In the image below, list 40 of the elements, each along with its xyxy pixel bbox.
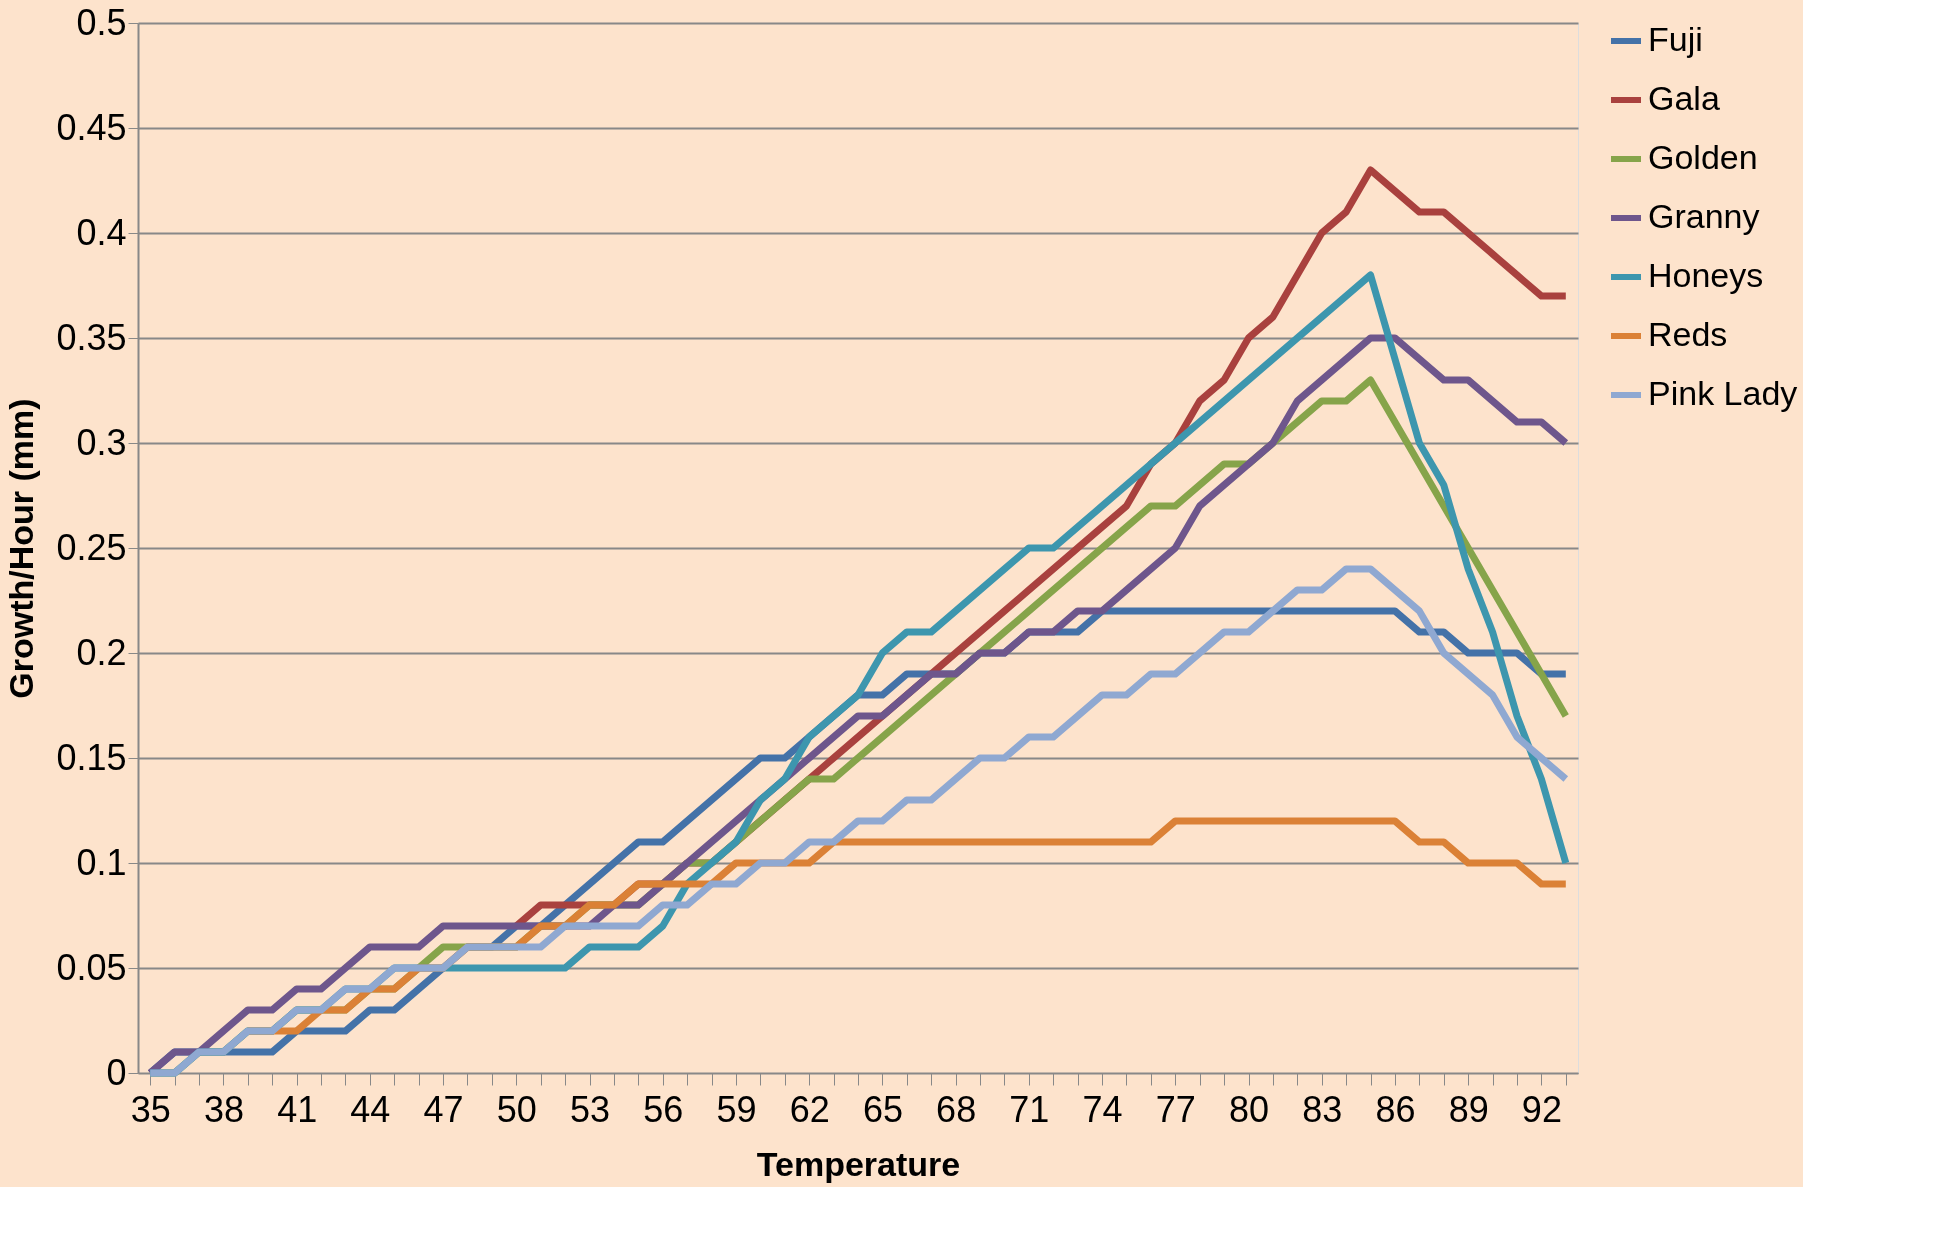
y-tick-label: 0.2 bbox=[76, 631, 127, 673]
legend-label: Reds bbox=[1648, 315, 1728, 353]
x-tick-label: 41 bbox=[277, 1088, 318, 1130]
x-tick-label: 38 bbox=[203, 1088, 244, 1130]
y-axis-title: Growth/Hour (mm) bbox=[2, 398, 41, 699]
x-tick-label: 65 bbox=[862, 1088, 903, 1130]
x-axis-title: Temperature bbox=[756, 1144, 961, 1183]
y-tick-label: 0 bbox=[106, 1051, 127, 1093]
x-tick-label: 53 bbox=[570, 1088, 611, 1130]
y-tick-label: 0.15 bbox=[56, 736, 127, 778]
legend-label: Honeys bbox=[1648, 256, 1764, 294]
x-tick-label: 44 bbox=[350, 1088, 391, 1130]
y-tick-label: 0.05 bbox=[56, 946, 127, 988]
x-tick-label: 74 bbox=[1082, 1088, 1123, 1130]
y-tick-label: 0.25 bbox=[56, 526, 127, 568]
x-tick-label: 86 bbox=[1375, 1088, 1416, 1130]
y-tick-label: 0.1 bbox=[76, 841, 127, 883]
x-tick-label: 77 bbox=[1155, 1088, 1196, 1130]
legend-label: Fuji bbox=[1648, 20, 1703, 58]
legend-label: Gala bbox=[1648, 79, 1720, 117]
legend-label: Granny bbox=[1648, 197, 1760, 235]
y-tick-label: 0.3 bbox=[76, 421, 127, 463]
x-tick-label: 50 bbox=[496, 1088, 537, 1130]
legend-label: Pink Lady bbox=[1648, 374, 1798, 412]
x-tick-label: 92 bbox=[1521, 1088, 1562, 1130]
x-tick-label: 35 bbox=[130, 1088, 171, 1130]
x-tick-label: 56 bbox=[643, 1088, 684, 1130]
legend-label: Golden bbox=[1648, 138, 1758, 176]
x-tick-label: 71 bbox=[1009, 1088, 1050, 1130]
y-tick-label: 0.4 bbox=[76, 211, 127, 253]
x-tick-label: 89 bbox=[1448, 1088, 1489, 1130]
x-tick-label: 83 bbox=[1302, 1088, 1343, 1130]
y-tick-label: 0.5 bbox=[76, 1, 127, 43]
x-tick-label: 62 bbox=[789, 1088, 830, 1130]
y-tick-label: 0.45 bbox=[56, 106, 127, 148]
y-tick-label: 0.35 bbox=[56, 316, 127, 358]
x-tick-label: 47 bbox=[423, 1088, 464, 1130]
x-tick-label: 59 bbox=[716, 1088, 757, 1130]
x-tick-label: 68 bbox=[936, 1088, 977, 1130]
x-tick-label: 80 bbox=[1228, 1088, 1270, 1130]
